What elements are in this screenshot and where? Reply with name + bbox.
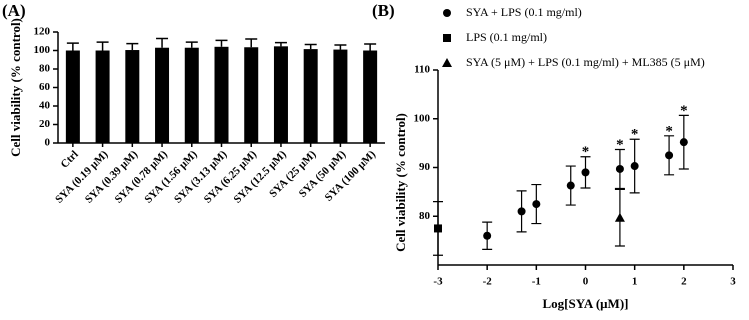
error-bar (364, 43, 377, 51)
error-bar (126, 42, 139, 51)
x-tick-label: 2 (681, 276, 687, 288)
x-tick-label: Ctrl (58, 148, 80, 170)
significance-mark: * (582, 144, 590, 160)
legend-label: SYA + LPS (0.1 mg/ml) (466, 5, 582, 19)
error-bar (96, 41, 109, 51)
panel-label: (A) (2, 1, 26, 20)
error-bar (156, 37, 169, 48)
y-axis-label: Cell viability (% control) (393, 113, 408, 252)
point (665, 151, 674, 160)
point (532, 200, 541, 209)
bar (155, 47, 170, 143)
legend-marker (443, 34, 451, 42)
x-tick-label: 1 (632, 276, 638, 288)
point (679, 138, 688, 147)
bar (214, 46, 229, 143)
error-bar (66, 42, 79, 51)
y-tick-label: 100 (34, 44, 51, 56)
panel-label: (B) (372, 1, 395, 20)
bar (303, 49, 318, 143)
error-bar (245, 38, 258, 48)
significance-mark: * (665, 123, 673, 139)
y-tick-label: 80 (419, 210, 431, 222)
legend-marker (442, 58, 452, 67)
point (434, 224, 442, 233)
significance-mark: * (616, 137, 624, 153)
y-tick-label: 60 (39, 81, 51, 93)
x-tick-label: 3 (730, 276, 736, 288)
point (630, 162, 639, 171)
error-bar (274, 41, 287, 47)
x-axis-label: Log[SYA (μM)] (543, 296, 629, 311)
y-tick-label: 110 (414, 64, 430, 76)
bar (333, 49, 348, 144)
point (566, 181, 575, 190)
y-tick-label: 80 (39, 63, 51, 75)
y-tick-label: 120 (34, 26, 51, 38)
x-tick-label: -2 (483, 276, 493, 288)
y-tick-label: 100 (414, 112, 431, 124)
x-tick-label: -3 (433, 276, 443, 288)
point (581, 168, 590, 177)
error-bar (304, 43, 317, 50)
point (615, 164, 624, 173)
y-tick-label: 0 (45, 137, 51, 149)
error-bar (215, 39, 228, 47)
error-bar (185, 41, 198, 48)
error-bar (334, 44, 347, 50)
point (483, 231, 492, 240)
bar (125, 50, 140, 143)
bar (244, 47, 259, 144)
legend-marker (443, 9, 451, 17)
legend-label: LPS (0.1 mg/ml) (466, 30, 547, 44)
x-tick-label: -1 (532, 276, 541, 288)
bar (184, 47, 199, 143)
point (614, 212, 625, 222)
legend-label: SYA (5 μM) + LPS (0.1 mg/ml) + ML385 (5 … (466, 55, 705, 69)
bar (363, 50, 378, 143)
point (517, 207, 526, 216)
y-axis-label: Cell viability (% control) (8, 18, 23, 157)
significance-mark: * (680, 103, 688, 119)
y-tick-label: 20 (39, 118, 51, 130)
bar (65, 50, 80, 143)
significance-mark: * (631, 127, 639, 143)
x-tick-label: 0 (583, 276, 589, 288)
bar (273, 46, 288, 143)
y-tick-label: 40 (39, 100, 51, 112)
bar (95, 50, 110, 143)
y-tick-label: 90 (419, 161, 431, 173)
